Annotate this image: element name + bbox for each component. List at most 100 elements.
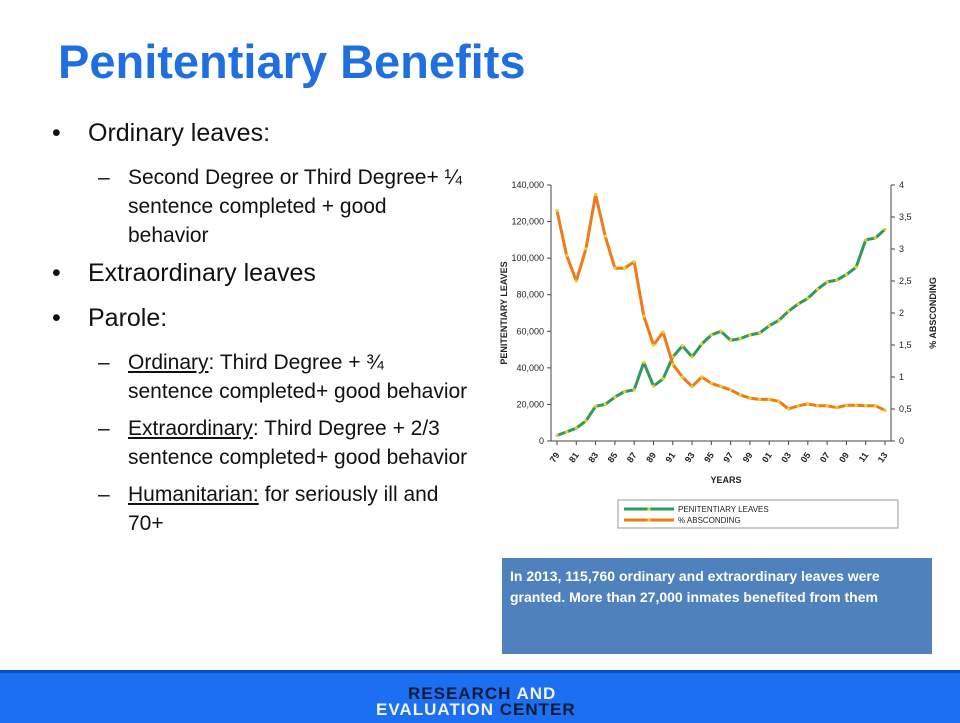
logo-word-and: AND (511, 684, 557, 703)
x-tick-label: 93 (683, 450, 697, 464)
x-tick-label: 07 (818, 450, 832, 464)
x-tick-label: 03 (779, 450, 793, 464)
data-point (709, 333, 713, 337)
data-point (593, 193, 598, 197)
data-point (757, 397, 762, 401)
data-point (777, 399, 781, 403)
data-point (719, 329, 723, 333)
y-tick-label-left: 140,000 (511, 180, 544, 190)
bullet-label: Ordinary leaves: (88, 119, 271, 147)
data-point (565, 253, 569, 257)
y-tick-label-left: 60,000 (516, 326, 544, 336)
data-point (642, 314, 646, 318)
data-point (883, 408, 887, 412)
data-point (825, 280, 829, 284)
bullet-item: • Parole: (52, 303, 472, 334)
data-point (854, 403, 858, 407)
x-tick-label: 13 (876, 450, 890, 464)
bullet-marker: • (52, 304, 61, 332)
x-tick-label: 05 (799, 450, 813, 464)
sub-bullet-dash: – (98, 166, 110, 189)
footer-bar (0, 670, 960, 723)
y-tick-label-left: 40,000 (516, 363, 544, 373)
data-point (806, 296, 810, 300)
data-point (671, 362, 675, 366)
caption-box: In 2013, 115,760 ordinary and extraordin… (502, 558, 932, 654)
data-point (796, 404, 800, 408)
logo-word-evaluation: EVALUATION (376, 700, 494, 719)
data-point (690, 355, 694, 359)
y-tick-label-right: 2,5 (899, 276, 912, 286)
series-line-absconding (555, 193, 886, 412)
data-point (844, 403, 849, 407)
data-point (767, 324, 771, 328)
sub-bullet-term: Humanitarian: (128, 483, 259, 506)
y-tick-label-right: 3,5 (899, 212, 912, 222)
x-tick-label: 09 (837, 450, 851, 464)
data-point (584, 419, 588, 423)
data-point (757, 331, 762, 335)
sub-bullet-dash: – (98, 417, 110, 440)
data-point (680, 344, 685, 348)
y-tick-label-left: 100,000 (511, 253, 544, 263)
sub-bullet-item: – Second Degree or Third Degree+ ¼ senten… (52, 163, 472, 250)
data-point (748, 333, 752, 337)
y-tick-label-right: 1 (899, 372, 904, 382)
research-evaluation-center-logo: RESEARCH AND EVALUATION CENTER (360, 684, 610, 719)
bullet-label: Extraordinary leaves (88, 259, 316, 287)
data-point (806, 402, 810, 406)
data-point (738, 337, 742, 341)
x-tick-label: 81 (567, 450, 581, 464)
data-point (719, 385, 723, 389)
x-tick-label: 99 (741, 450, 755, 464)
sub-bullet-dash: – (98, 483, 110, 506)
bullet-item: • Extraordinary leaves (52, 258, 472, 289)
data-point (854, 265, 858, 269)
sub-bullet-term: Second Degree or Third Degree+ ¼ sentenc… (128, 166, 463, 247)
data-point (555, 433, 559, 438)
legend-label: PENITENTIARY LEAVES (678, 505, 769, 514)
data-point (729, 388, 733, 392)
x-tick-label: 83 (586, 450, 600, 464)
y-tick-label-right: 0 (899, 436, 904, 446)
bullet-label: Parole: (88, 304, 168, 332)
y-tick-label-right: 1,5 (899, 340, 912, 350)
sub-bullet-item: – Ordinary: Third Degree + ¾ sentence com… (52, 348, 472, 406)
data-point (584, 247, 588, 251)
y-tick-label-right: 0,5 (899, 404, 912, 414)
sub-bullet-item: – Humanitarian: for seriously ill and 70+ (52, 480, 472, 538)
bullet-marker: • (52, 119, 61, 147)
y-axis-title-right: % ABSCONDING (928, 277, 938, 349)
legend-label: % ABSCONDING (678, 516, 741, 525)
data-point (690, 385, 694, 389)
data-point (593, 404, 598, 408)
data-point (680, 375, 685, 379)
data-point (835, 406, 839, 410)
sub-bullet-dash: – (98, 351, 110, 374)
data-point (748, 396, 752, 400)
data-point (777, 318, 781, 322)
data-point (873, 404, 877, 408)
x-tick-label: 89 (644, 450, 658, 464)
y-tick-label-right: 2 (899, 308, 904, 318)
data-point (700, 375, 704, 379)
data-point (767, 397, 771, 401)
data-point (786, 309, 791, 313)
data-point (603, 402, 607, 407)
legend-box (617, 499, 899, 529)
data-point (642, 360, 646, 364)
data-point (661, 377, 665, 381)
logo-word-research: RESEARCH (408, 684, 512, 703)
data-point (651, 384, 656, 388)
x-tick-label: 85 (606, 450, 620, 464)
data-point (632, 388, 636, 392)
data-point (883, 227, 887, 231)
data-point (815, 287, 820, 291)
bullet-list: • Ordinary leaves: – Second Degree or Third… (52, 118, 472, 546)
data-point (873, 236, 877, 240)
sub-bullet-term: Ordinary (128, 351, 209, 374)
data-point (844, 273, 849, 277)
x-tick-label: 11 (857, 450, 871, 464)
data-point (613, 395, 617, 399)
data-point (709, 381, 713, 385)
